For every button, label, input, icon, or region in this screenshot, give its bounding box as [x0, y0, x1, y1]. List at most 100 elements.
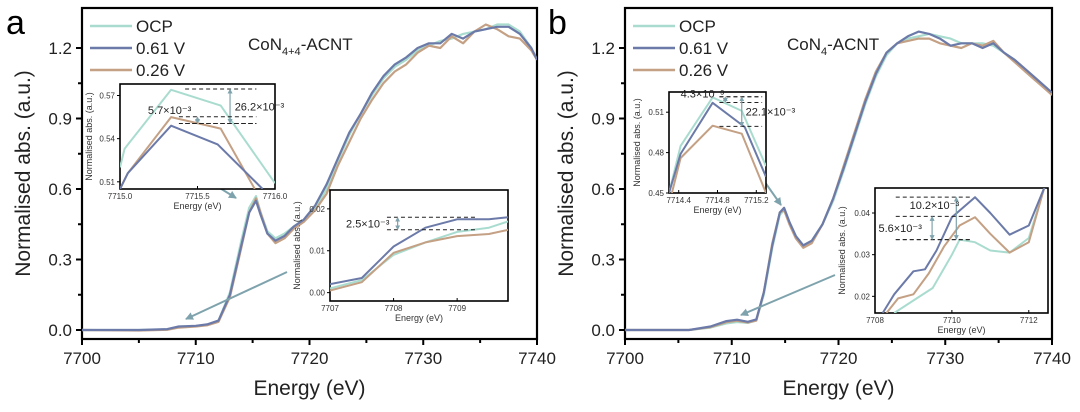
- inset-y-tick-label: 0.02: [854, 292, 870, 301]
- inset-frame: [874, 187, 1049, 314]
- inset-frame: [668, 91, 767, 194]
- inset-x-tick-label: 7715.2: [744, 196, 769, 205]
- inset-y-axis-label: Normalised abs. (a.u.): [837, 206, 847, 295]
- inset-x-axis-label: Energy (eV): [395, 313, 443, 323]
- annotation-label: 5.7×10⁻³: [148, 105, 192, 117]
- inset-series-line-ocp: [669, 96, 766, 193]
- inset-y-tick-label: 0.01: [309, 247, 325, 256]
- sample-label-subscript: 4: [821, 46, 827, 58]
- inset-x-axis-label: Energy (eV): [173, 201, 221, 211]
- inset-y-tick-label: 0.00: [309, 289, 325, 298]
- inset-series-line-0-61-v: [330, 216, 508, 286]
- inset-x-axis-label: Energy (eV): [937, 325, 985, 335]
- y-tick-label: 0.9: [48, 110, 72, 129]
- inset-y-axis-label: Normalised abs. (a.u.): [632, 98, 642, 187]
- sample-label-base: CoN: [248, 35, 282, 54]
- inset-series-line-ocp: [120, 88, 275, 184]
- inset-y-tick-label: 0.54: [99, 135, 115, 144]
- annotation-label: 4.3×10⁻³: [681, 89, 725, 101]
- x-axis-label: Energy (eV): [253, 377, 365, 400]
- y-tick-label: 0.0: [48, 321, 72, 340]
- inset-x-tick-label: 7710: [943, 316, 961, 325]
- pointer-arrow: [740, 274, 836, 316]
- inset-y-axis-label: Normalised abs. (a.u.): [84, 92, 94, 181]
- panel-letter: a: [6, 4, 25, 42]
- inset-y-tick-label: 0.45: [648, 189, 664, 198]
- y-tick-label: 0.6: [591, 180, 615, 199]
- annotation-label: 2.5×10⁻³: [346, 219, 390, 231]
- sample-label-base: CoN: [787, 35, 821, 54]
- inset-x-tick-label: 7714.4: [666, 196, 691, 205]
- x-tick-label: 7710: [713, 349, 751, 368]
- series-line-0-61-v: [82, 25, 537, 332]
- x-tick-label: 7740: [518, 349, 556, 368]
- inset-series-line-0-61-v: [881, 188, 1046, 313]
- inset-series-line-0-61-v: [120, 124, 264, 189]
- inset-x-tick-label: 7712: [1020, 316, 1038, 325]
- inset-y-tick-label: 0.51: [99, 178, 115, 187]
- annotation-label: 26.2×10⁻³: [235, 101, 285, 113]
- inset-x-tick-label: 7715.5: [185, 192, 210, 201]
- panel-a: a 7700 7710 7720 7730 7740 0.0 0.3 0.6 0.9 1.2 Ener…: [6, 4, 556, 400]
- y-tick-label: 0.3: [48, 251, 72, 270]
- y-axis-label: Normalised abs. (a.u.): [12, 70, 35, 277]
- legend-label: OCP: [679, 17, 716, 36]
- series-line-0-61-v: [625, 30, 1052, 332]
- legend-label: 0.61 V: [679, 39, 729, 58]
- inset-x-tick-label: 7716.0: [263, 192, 288, 201]
- annotation-label: 22.1×10⁻³: [746, 107, 796, 119]
- inset-2: 7707 7708 7709 0.00 0.01 0.02 Energy (eV) Norma…: [292, 189, 509, 323]
- legend-label: 0.26 V: [679, 61, 729, 80]
- sample-label-suffix: -ACNT: [301, 35, 353, 54]
- sample-label-suffix: -ACNT: [827, 35, 879, 54]
- inset-x-axis-label: Energy (eV): [693, 205, 741, 215]
- inset-1: 7714.4 7714.8 7715.2 0.45 0.48 0.51 Energy (eV…: [632, 89, 796, 215]
- y-tick-label: 0.9: [591, 110, 615, 129]
- x-axis-label: Energy (eV): [782, 377, 894, 400]
- legend-label: OCP: [136, 17, 173, 36]
- x-tick-label: 7720: [291, 349, 329, 368]
- inset-y-tick-label: 0.02: [309, 205, 325, 214]
- inset-series-line-0-26-v: [670, 124, 766, 193]
- y-tick-label: 0.6: [48, 180, 72, 199]
- inset-x-tick-label: 7708: [385, 304, 403, 313]
- legend-label: 0.26 V: [136, 61, 186, 80]
- inset-y-tick-label: 0.04: [854, 209, 870, 218]
- x-tick-label: 7720: [820, 349, 858, 368]
- x-tick-label: 7730: [926, 349, 964, 368]
- inset-x-tick-label: 7707: [321, 304, 339, 313]
- sample-label-subscript: 4+4: [282, 46, 301, 58]
- inset-series-line-0-61-v: [669, 101, 766, 193]
- inset-x-tick-label: 7708: [866, 316, 884, 325]
- sample-label: CoN4-ACNT: [787, 35, 879, 58]
- inset-series-line-0-26-v: [330, 228, 508, 292]
- legend-label: 0.61 V: [136, 39, 186, 58]
- inset-y-tick-label: 0.57: [99, 92, 115, 101]
- y-tick-label: 0.3: [591, 251, 615, 270]
- y-tick-label: 1.2: [48, 39, 72, 58]
- inset-y-tick-label: 0.03: [854, 251, 870, 260]
- annotation-label: 5.6×10⁻³: [878, 223, 922, 235]
- x-tick-label: 7730: [404, 349, 442, 368]
- panel-letter: b: [548, 4, 567, 42]
- inset-y-axis-label: Normalised abs. (a.u.): [292, 201, 302, 290]
- inset-series-line-0-26-v: [885, 188, 1046, 313]
- sample-label: CoN4+4-ACNT: [248, 35, 353, 58]
- inset-x-tick-label: 7714.8: [705, 196, 730, 205]
- inset-2: 7708 7710 7712 0.02 0.03 0.04 Energy (eV) Norma…: [837, 187, 1049, 335]
- inset-series-line-ocp: [893, 188, 1046, 313]
- y-axis-label: Normalised abs. (a.u.): [555, 70, 578, 277]
- inset-1: 7715.0 7715.5 7716.0 0.51 0.54 0.57 Energy (eV…: [84, 83, 288, 211]
- inset-x-tick-label: 7709: [448, 304, 466, 313]
- y-tick-label: 0.0: [591, 321, 615, 340]
- x-tick-label: 7700: [606, 349, 644, 368]
- inset-x-tick-label: 7715.0: [108, 192, 133, 201]
- x-tick-label: 7710: [177, 349, 215, 368]
- panel-b: b 7700 7710 7720 7730 7740 0.0 0.3 0.6 0.9 1.2 Ener…: [548, 4, 1071, 400]
- x-tick-label: 7700: [63, 349, 101, 368]
- inset-y-tick-label: 0.51: [648, 108, 664, 117]
- annotation-label: 10.2×10⁻³: [910, 200, 960, 212]
- inset-y-tick-label: 0.48: [648, 149, 664, 158]
- pointer-arrow: [185, 271, 288, 320]
